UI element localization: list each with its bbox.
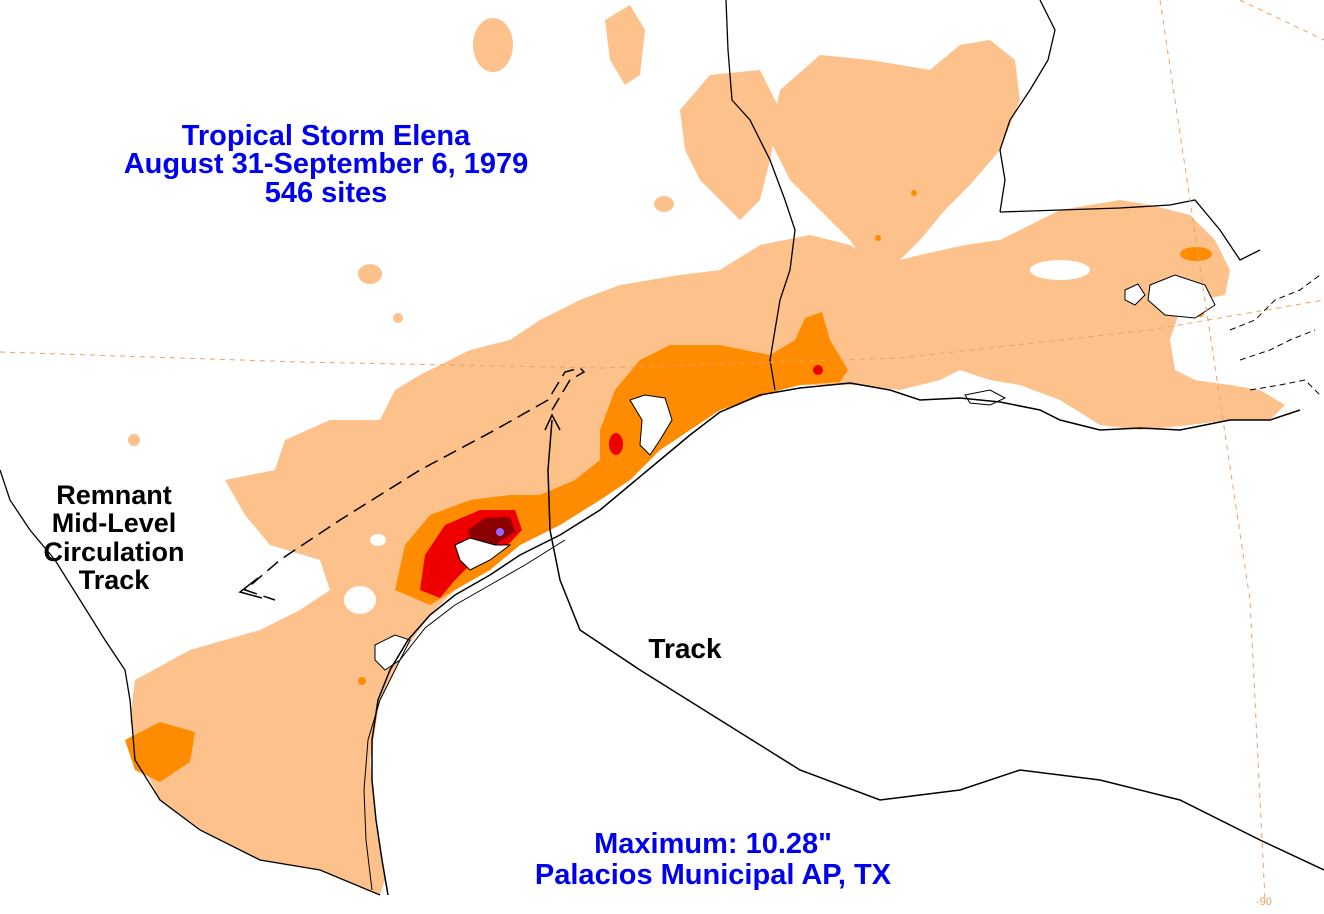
title-storm-name: Tropical Storm Elena <box>182 120 471 152</box>
rain-gap-b <box>344 586 376 614</box>
rain-patch-dot-b <box>128 434 140 446</box>
rainfall-extreme-layer <box>468 517 515 545</box>
graticule-longitude-west <box>1159 0 1266 901</box>
coastline <box>371 382 1301 896</box>
bay-vermilion <box>964 389 1007 406</box>
remnant-track-label: Remnant Mid-Level Circulation Track <box>43 480 184 595</box>
title-site-count: 546 sites <box>265 177 388 209</box>
maximum-point-marker <box>496 528 504 536</box>
border-louisiana-mississippi <box>999 0 1056 213</box>
remnant-circulation-track <box>243 367 586 601</box>
rain-heavy-spot-a <box>609 433 623 455</box>
remnant-label-line2: Mid-Level <box>52 508 177 538</box>
water-bodies <box>374 274 1216 671</box>
state-borders <box>0 0 1261 896</box>
border-us-mexico <box>0 469 381 896</box>
storm-track-arrowhead <box>544 413 561 431</box>
rain-patch-dot-a <box>393 313 403 323</box>
lake-maurepas <box>1124 283 1146 306</box>
mississippi-delta <box>1229 274 1321 396</box>
rain-patch-north <box>605 5 645 85</box>
rain-medium-southwest <box>125 722 195 782</box>
bay-palacios <box>454 537 512 571</box>
track-label: Track <box>648 633 722 664</box>
map-title: Tropical Storm Elena August 31-September… <box>124 120 529 209</box>
rain-patch-west <box>358 264 382 284</box>
remnant-track-arrowhead <box>238 577 263 599</box>
remnant-label-line4: Track <box>79 565 151 595</box>
rain-medium-dot-d <box>911 190 917 196</box>
storm-track <box>547 419 1324 871</box>
border-mississippi-river-lower <box>1169 199 1261 261</box>
rain-gap-d <box>370 534 386 546</box>
remnant-label-line3: Circulation <box>43 537 184 567</box>
rain-gap-c <box>1030 260 1090 280</box>
border-texas-louisiana <box>725 0 796 391</box>
rain-medium-dot-a <box>1180 247 1212 261</box>
rainfall-light-layer <box>128 5 1285 895</box>
rain-medium-dot-c <box>875 235 881 241</box>
rain-patch-north-small <box>473 18 513 72</box>
graticule-latitude <box>0 299 1324 369</box>
barrier-islands <box>363 539 566 891</box>
lake-pontchartrain <box>1147 274 1216 319</box>
rain-heavy-spot-b <box>813 365 823 375</box>
graticule-lon-label: -90 <box>1256 896 1272 908</box>
rain-patch-isolated <box>654 196 674 212</box>
graticule-northeast-diag <box>1239 0 1324 41</box>
rain-area-upper-arc <box>680 70 780 220</box>
maximum-location: Palacios Municipal AP, TX <box>535 859 892 891</box>
rain-band-main <box>130 200 1285 895</box>
rain-medium-dot-b <box>358 677 366 685</box>
bay-galveston <box>629 394 673 456</box>
border-louisiana-arkansas <box>999 204 1171 213</box>
maximum-value: Maximum: 10.28" <box>594 828 832 860</box>
rain-area-northeast <box>770 40 1020 270</box>
title-date-range: August 31-September 6, 1979 <box>124 148 529 180</box>
rain-extreme-core <box>468 517 515 545</box>
remnant-label-line1: Remnant <box>56 480 172 510</box>
maximum-note: Maximum: 10.28" Palacios Municipal AP, T… <box>535 828 892 891</box>
